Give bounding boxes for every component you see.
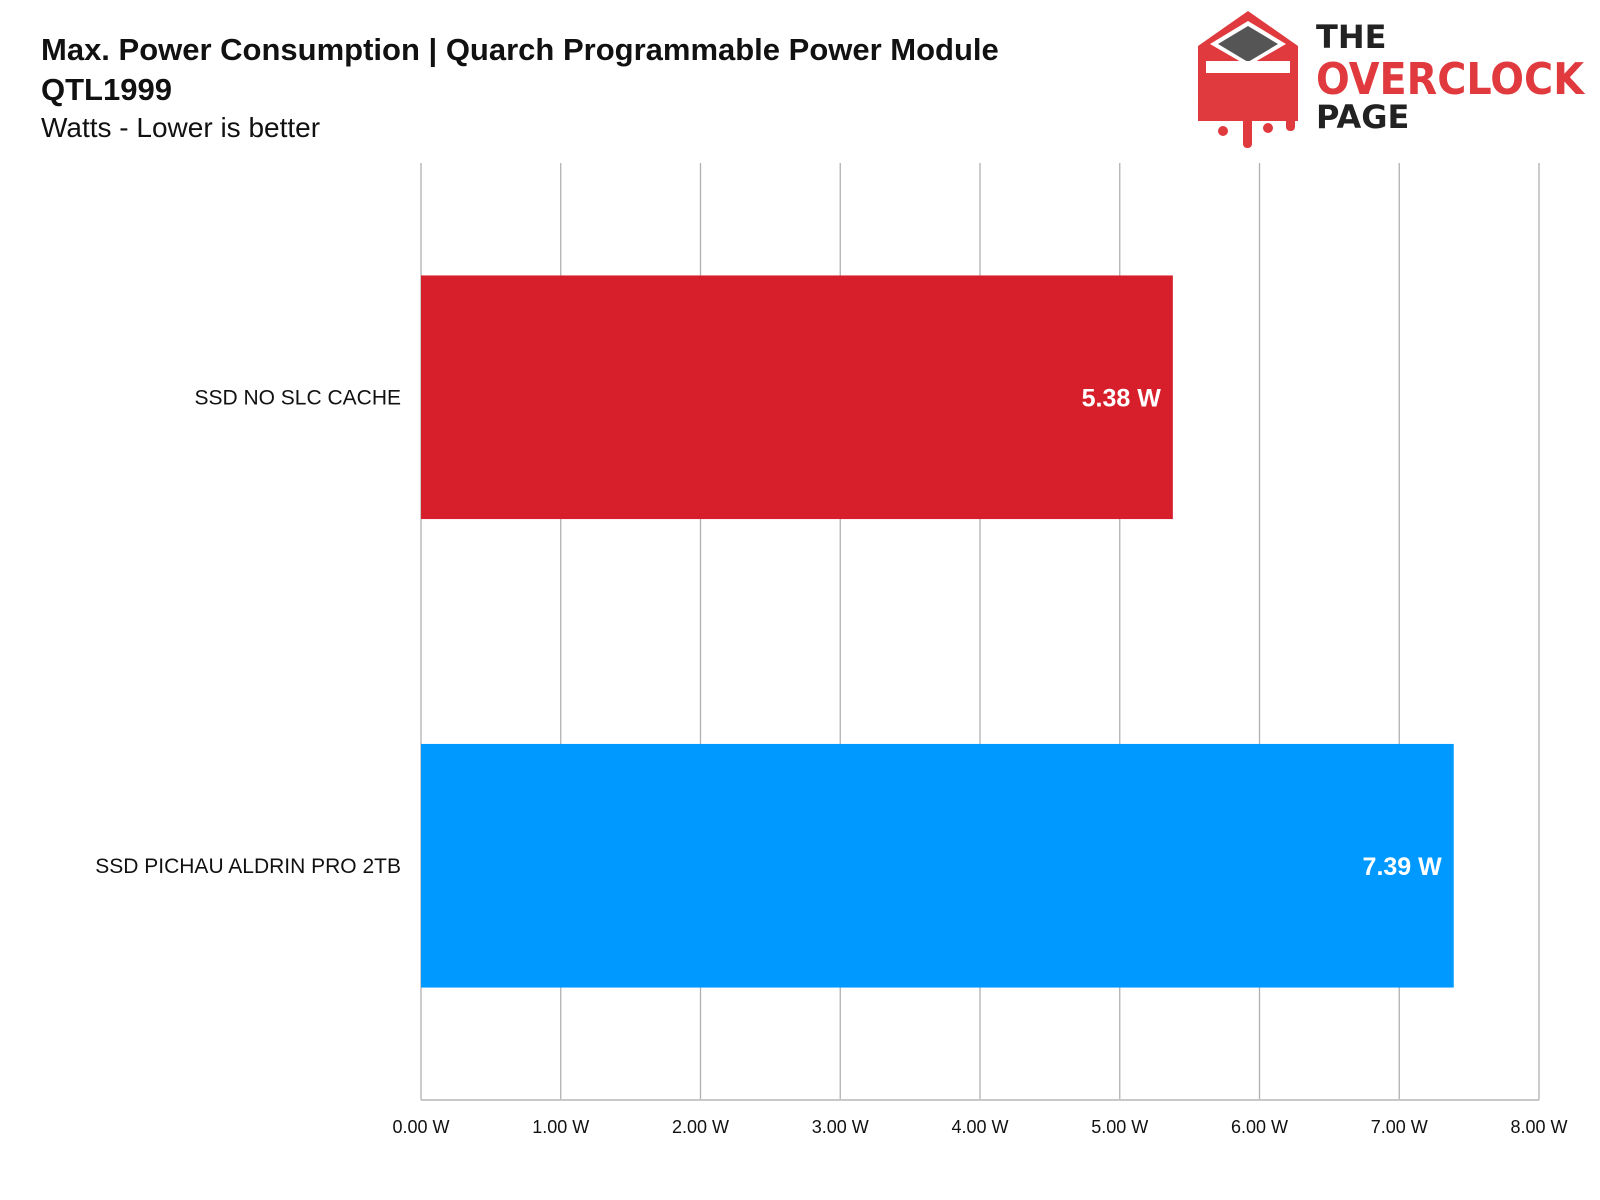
data-label: 5.38 W	[1082, 384, 1162, 412]
logo-text-overclock: OVERCLOCK	[1316, 54, 1586, 105]
bar	[421, 275, 1173, 520]
chart-title: Max. Power Consumption | Quarch Programm…	[41, 32, 999, 107]
x-tick-label: 0.00 W	[392, 1117, 449, 1137]
x-tick-label: 1.00 W	[532, 1117, 589, 1137]
x-tick-label: 4.00 W	[951, 1117, 1008, 1137]
x-tick-label: 3.00 W	[812, 1117, 869, 1137]
category-label: SSD NO SLC CACHE	[194, 386, 401, 409]
chart-subtitle: Watts - Lower is better	[41, 112, 321, 143]
x-tick-label: 7.00 W	[1371, 1117, 1428, 1137]
logo-text-the: THE	[1316, 18, 1386, 56]
category-label: SSD PICHAU ALDRIN PRO 2TB	[95, 855, 401, 878]
x-tick-label: 2.00 W	[672, 1117, 729, 1137]
overclock-page-logo: THE OVERCLOCK PAGE	[1198, 11, 1586, 148]
bar	[421, 743, 1454, 988]
logo-text-page: PAGE	[1316, 98, 1409, 136]
x-tick-label: 6.00 W	[1231, 1117, 1288, 1137]
data-label: 7.39 W	[1363, 853, 1443, 881]
x-tick-label: 8.00 W	[1510, 1117, 1567, 1137]
x-tick-label: 5.00 W	[1091, 1117, 1148, 1137]
